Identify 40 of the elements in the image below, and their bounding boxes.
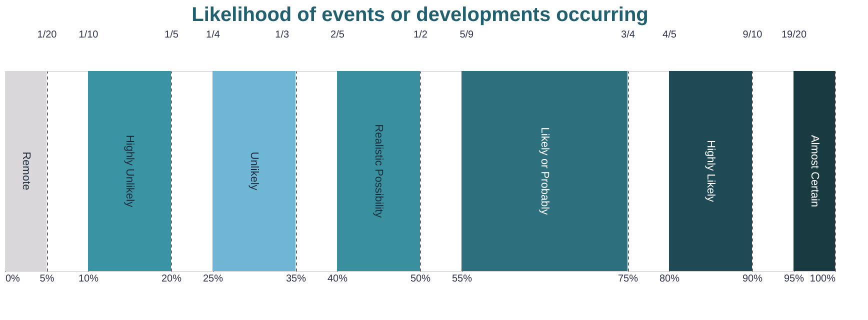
x-tick-label: 75% <box>618 274 638 284</box>
x-tick-label: 100% <box>810 274 836 284</box>
series-label: Highly Likely <box>704 140 716 202</box>
x2-tick-label: 2/5 <box>330 30 345 40</box>
x2-tick-label: 1/10 <box>78 30 99 40</box>
bar <box>462 71 628 271</box>
series-label: Unlikely <box>248 152 260 191</box>
x-tick-label: 0% <box>6 274 20 284</box>
x-tick-label: 35% <box>286 274 306 284</box>
chart-title: Likelihood of events or developments occurring <box>192 4 648 26</box>
x-tick-label: 10% <box>78 274 99 284</box>
x2-tick-label: 1/20 <box>37 30 58 40</box>
x-tick-label: 20% <box>161 274 182 284</box>
bar <box>212 71 296 271</box>
x-tick-label: 5% <box>40 274 54 284</box>
x2-tick-label: 19/20 <box>781 30 807 40</box>
series-label: Highly Unlikely <box>124 134 136 208</box>
series-label: Remote <box>20 152 32 190</box>
bar <box>88 71 171 271</box>
x2-tick-label: 1/5 <box>164 30 179 40</box>
x-tick-label: 50% <box>410 274 431 284</box>
series-label: Likely or Probably <box>538 127 550 216</box>
x-tick-label: 25% <box>202 274 224 284</box>
x2-tick-label: 1/3 <box>275 30 290 40</box>
x-tick-label: 40% <box>327 274 348 284</box>
x2-tick-label: 3/4 <box>621 30 636 40</box>
x2-tick-label: 5/9 <box>460 30 474 40</box>
x2-tick-label: 9/10 <box>742 30 763 40</box>
x-tick-label: 95% <box>784 274 804 284</box>
x-tick-label: 80% <box>659 274 680 284</box>
x2-tick-label: 1/4 <box>206 30 220 40</box>
bar <box>669 71 752 271</box>
x-tick-label: 55% <box>452 274 472 284</box>
x2-tick-label: 1/2 <box>414 30 428 40</box>
bar <box>794 71 835 271</box>
x-tick-label: 90% <box>742 274 763 284</box>
x2-tick-label: 4/5 <box>662 30 677 40</box>
series-label: Realistic Possibility <box>372 124 384 218</box>
bar <box>337 71 420 271</box>
series-label: Almost Certain <box>808 134 820 208</box>
